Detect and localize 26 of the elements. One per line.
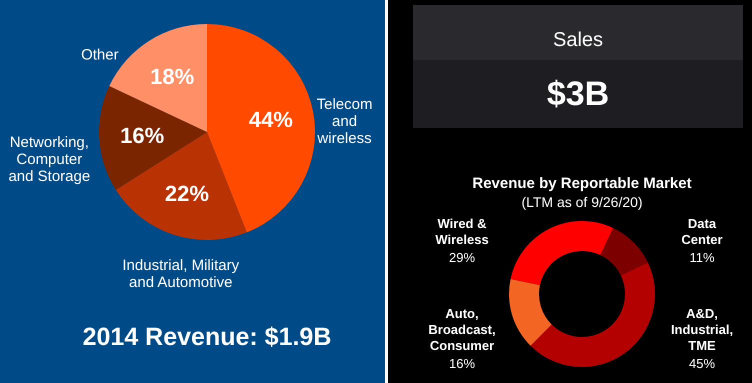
- data-label: 18%: [150, 64, 194, 90]
- data-label: 11%: [689, 250, 715, 265]
- data-label: 29%: [448, 250, 476, 265]
- slice-label: Auto, Broadcast, Consumer: [428, 306, 496, 353]
- text: Sales: [552, 29, 604, 51]
- data-label: 16%: [120, 123, 164, 148]
- slice-label: Telecom and wireless: [316, 96, 372, 147]
- data-label: 45%: [688, 356, 716, 371]
- data-label: 44%: [248, 106, 293, 132]
- slice-label: Networking, Computer and Storage: [8, 134, 90, 185]
- slice-label: Industrial, Military and Automotive: [122, 257, 240, 292]
- chart-title: Revenue by Reportable Market: [472, 175, 692, 192]
- data-label: 16%: [448, 356, 476, 371]
- text: 2014 Revenue: $1.9B: [82, 323, 332, 351]
- chart-subtitle: (LTM as of 9/26/20): [521, 194, 643, 210]
- slice-label: Other: [81, 46, 119, 64]
- data-label: 22%: [164, 180, 209, 206]
- donut-slice: [509, 279, 552, 346]
- donut-slice: [600, 228, 648, 276]
- donut-slice: [530, 262, 655, 367]
- slice-label: Data Center: [681, 216, 723, 247]
- pie-slice: [207, 24, 315, 232]
- text: $3B: [546, 75, 610, 113]
- slice-label: A&D, Industrial, TME: [670, 306, 734, 353]
- slice-label: Wired & Wireless: [435, 216, 489, 247]
- donut-slice: [510, 221, 614, 286]
